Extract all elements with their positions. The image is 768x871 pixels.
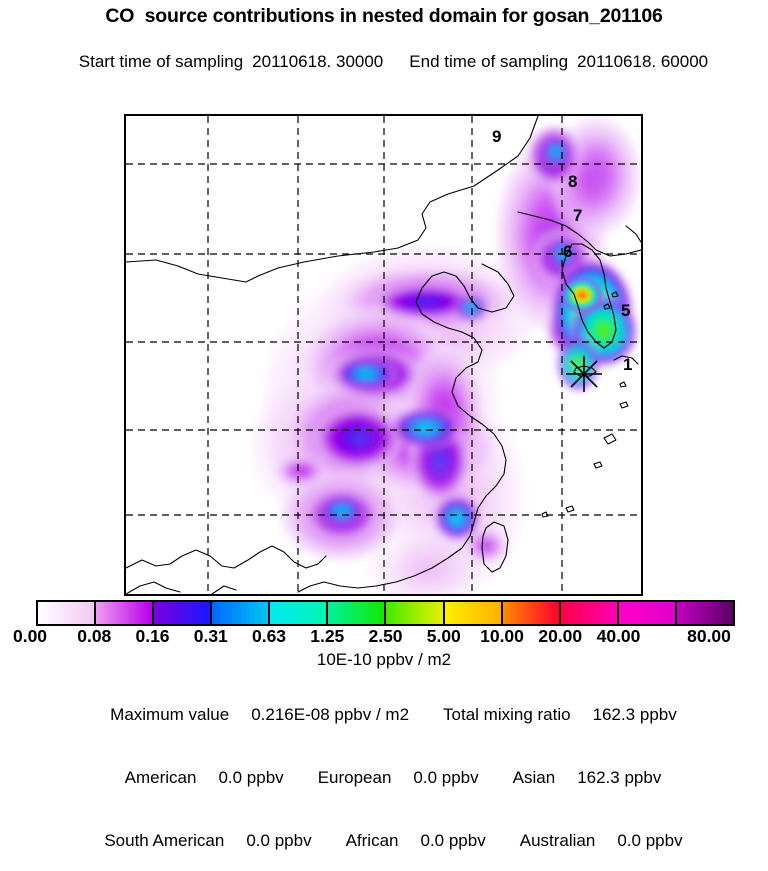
region-label-american: American (124, 768, 197, 787)
colorbar-tick-20-00: 20.00 (538, 626, 583, 646)
start-time-value: 20110618. 30000 (252, 52, 384, 71)
band-blue-cyan (212, 602, 271, 624)
band-magenta-purple (676, 602, 733, 624)
colorbar-tick-40-00: 40.00 (596, 626, 641, 646)
band-orange-red (502, 602, 561, 624)
band-cyan (270, 602, 329, 624)
colorbar-tick-labels: 0.00 0.08 0.16 0.31 0.63 1.25 2.50 5.00 10.00 20.… (0, 626, 768, 648)
grid-label-1: 1 (623, 355, 633, 374)
map-plot-area: 9 8 7 6 5 1 (124, 114, 643, 596)
grid-label-5: 5 (621, 301, 631, 320)
band-cyan-green (328, 602, 387, 624)
colorbar-tick-10-00: 10.00 (480, 626, 524, 646)
station-marker-asterisk (566, 356, 602, 392)
grid-label-9: 9 (492, 127, 502, 146)
region-value-australian: 0.0 ppbv (617, 831, 683, 850)
colorbar-tick-0-00: 0.00 (12, 626, 48, 646)
end-time-label: End time of sampling (409, 52, 569, 71)
start-time-label: Start time of sampling (78, 52, 244, 71)
region-label-african: African (345, 831, 399, 850)
region-value-american: 0.0 ppbv (218, 768, 284, 787)
sampling-time-line: Start time of sampling 20110618. 30000 End… (0, 32, 768, 92)
band-white-violet (38, 602, 97, 624)
colorbar-tick-5-00: 5.00 (426, 626, 461, 646)
total-mixing-ratio-value: 162.3 ppbv (592, 705, 677, 724)
maximum-value-label: Maximum value (110, 705, 230, 724)
band-purple-blue (154, 602, 213, 624)
colorbar-unit-label: 10E-10 ppbv / m2 (316, 650, 452, 669)
band-pink-magenta (618, 602, 677, 624)
footer-region-line-2: South American 0.0 ppbv African 0.0 ppbv Aus… (0, 811, 768, 871)
colorbar-tick-0-08: 0.08 (77, 626, 112, 646)
footer-region-line-1: American 0.0 ppbv European 0.0 ppbv Asian 162… (0, 748, 768, 808)
map-svg (126, 116, 641, 594)
region-label-australian: Australian (519, 831, 596, 850)
region-value-south-american: 0.0 ppbv (246, 831, 312, 850)
grid-label-7: 7 (573, 206, 583, 225)
footer-summary-line: Maximum value 0.216E-08 ppbv / m2 Total mi… (0, 685, 768, 745)
band-red-pink (560, 602, 619, 624)
grid-label-8: 8 (568, 172, 578, 191)
colorbar-tick-80-00: 80.00 (687, 626, 731, 646)
region-value-african: 0.0 ppbv (420, 831, 486, 850)
band-violet-magenta (96, 602, 155, 624)
map-gridlines (126, 116, 641, 594)
colorbar-tick-0-63: 0.63 (251, 626, 287, 646)
band-yellow-orange (444, 602, 503, 624)
coastlines (126, 116, 641, 594)
page-title: CO source contributions in nested domain… (105, 5, 663, 27)
colorbar (36, 600, 735, 626)
end-time-value: 20110618. 60000 (577, 52, 709, 71)
colorbar-tick-2-50: 2.50 (368, 626, 403, 646)
region-value-asian: 162.3 ppbv (577, 768, 662, 787)
footer-stats-block: Maximum value 0.216E-08 ppbv / m2 Total mi… (0, 682, 768, 871)
region-label-south-american: South American (104, 831, 225, 850)
total-mixing-ratio-label: Total mixing ratio (443, 705, 571, 724)
colorbar-tick-1-25: 1.25 (310, 626, 345, 646)
region-label-asian: Asian (512, 768, 556, 787)
grid-label-6: 6 (563, 242, 573, 261)
concentration-field (251, 116, 641, 594)
maximum-value: 0.216E-08 ppbv / m2 (251, 705, 410, 724)
region-value-european: 0.0 ppbv (413, 768, 479, 787)
colorbar-tick-0-31: 0.31 (193, 626, 228, 646)
region-label-european: European (317, 768, 392, 787)
band-green-yellow (386, 602, 445, 624)
colorbar-tick-0-16: 0.16 (135, 626, 170, 646)
peak-hotspot (562, 278, 602, 312)
